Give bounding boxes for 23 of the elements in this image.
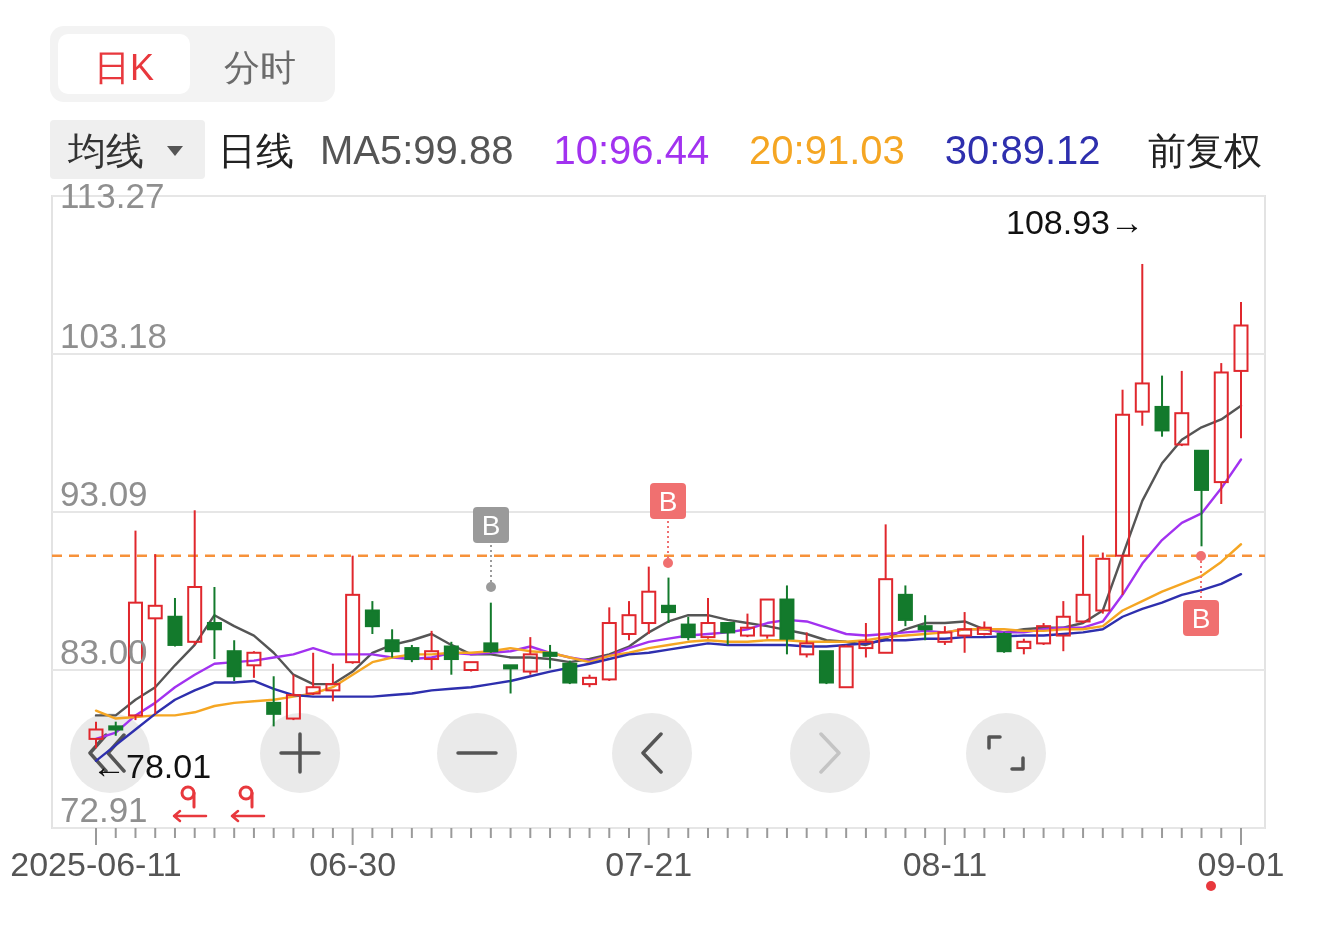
y-tick-label: 72.91 [60,790,148,829]
annotation: 108.93→ [1006,203,1144,241]
text: 30:89.12 [944,128,1101,172]
x-tick-label: 06-30 [309,845,397,883]
annotation: B [481,509,501,541]
text: 10:96.44 [553,128,710,172]
annotation: ←78.01 [92,747,212,785]
text: 日线 [218,130,294,172]
x-tick-label: 07-21 [605,845,693,883]
annotation: B [1191,602,1211,634]
text: MA5:99.88 [320,128,514,172]
text: 20:91.03 [749,128,905,172]
text: 均线 [67,130,144,172]
x-tick-label: 2025-06-11 [10,845,182,883]
text: 前复权 [1148,130,1262,172]
x-tick-label: 09-01 [1197,845,1285,883]
text: 分时 [224,47,296,88]
y-tick-label: 103.18 [60,316,168,355]
x-tick-label: 08-11 [902,845,988,883]
y-tick-label: 113.27 [60,176,165,215]
annotation: B [658,485,678,517]
y-tick-label: 93.09 [60,474,148,513]
text: 日K [93,47,155,88]
